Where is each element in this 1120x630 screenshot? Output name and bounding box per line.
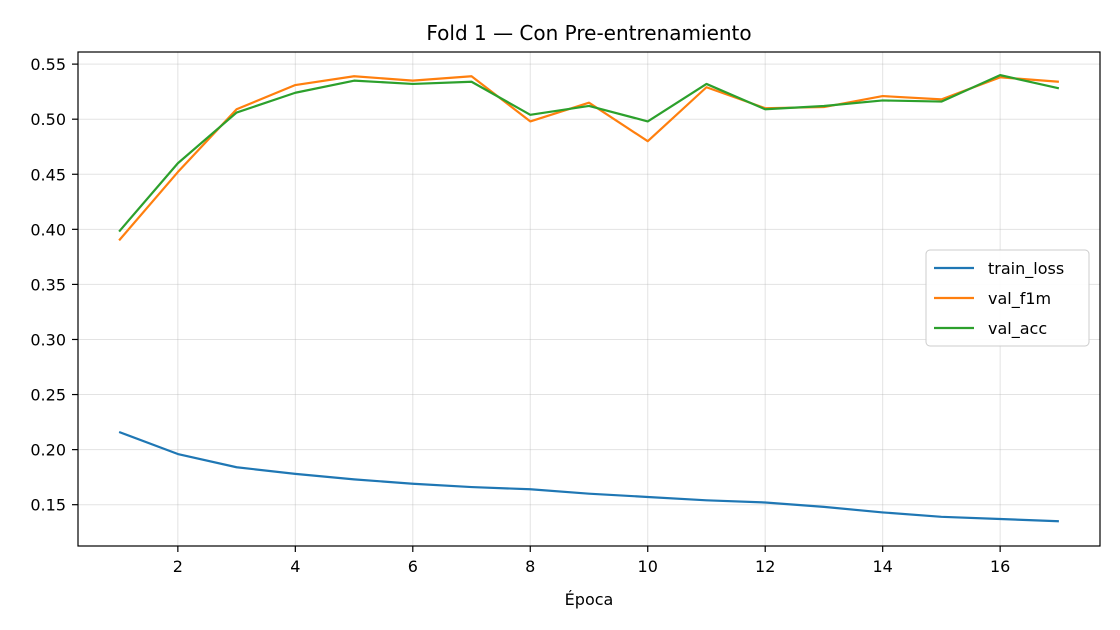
legend-box: [925, 249, 1090, 347]
y-tick-label: 0.45: [30, 165, 66, 184]
x-tick-label: 4: [290, 557, 300, 576]
legend-label: val_f1m: [988, 289, 1051, 309]
series-line-train-loss: [118, 430, 1059, 523]
series-line-val-acc: [118, 74, 1060, 233]
legend-label: val_acc: [988, 319, 1047, 339]
y-axis-ticks: 0.15 0.20 0.25 0.30 0.35 0.40 0.45 0.50 0.55: [30, 55, 78, 515]
x-axis-ticks: 2 4 6 8 10 12 14 16: [173, 546, 1010, 576]
x-tick-label: 16: [990, 557, 1010, 576]
y-tick-label: 0.40: [30, 220, 66, 239]
x-tick-label: 6: [408, 557, 418, 576]
plot-frame: [77, 51, 1101, 547]
y-tick-label: 0.20: [30, 441, 66, 460]
legend-label: train_loss: [988, 259, 1064, 279]
series-line-val-f1m: [118, 75, 1059, 242]
x-tick-label: 12: [755, 557, 775, 576]
y-tick-label: 0.35: [30, 275, 66, 294]
y-tick-label: 0.55: [30, 55, 66, 74]
x-tick-label: 8: [525, 557, 535, 576]
x-tick-label: 10: [638, 557, 658, 576]
x-tick-label: 2: [173, 557, 183, 576]
y-tick-label: 0.50: [30, 110, 66, 129]
x-axis-label: Época: [565, 590, 614, 609]
series-lines: [118, 74, 1060, 523]
y-tick-label: 0.25: [30, 386, 66, 405]
y-tick-label: 0.15: [30, 496, 66, 515]
y-tick-label: 0.30: [30, 330, 66, 349]
x-tick-label: 14: [872, 557, 892, 576]
chart-title: Fold 1 — Con Pre-entrenamiento: [426, 21, 751, 45]
legend: train_loss val_f1m val_acc: [925, 249, 1090, 347]
